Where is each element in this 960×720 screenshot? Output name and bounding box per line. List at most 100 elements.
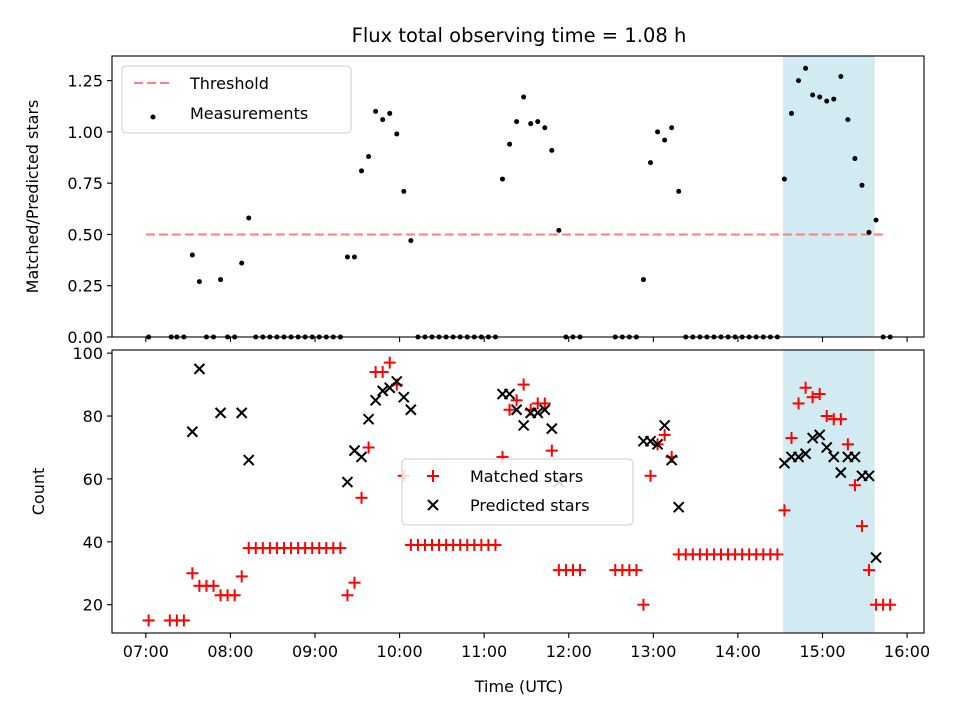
measurement-point xyxy=(528,121,534,127)
measurement-point xyxy=(380,117,386,123)
matched-star-point xyxy=(510,394,523,407)
matched-star-point xyxy=(362,441,375,454)
predicted-star-point xyxy=(813,429,826,441)
predicted-star-point xyxy=(644,435,657,447)
bottom-axes-frame xyxy=(111,349,925,634)
predicted-star-point xyxy=(355,451,368,463)
matched-star-point xyxy=(235,570,248,583)
matched-star-point xyxy=(186,567,199,580)
predicted-star-points xyxy=(186,363,882,564)
measurement-point xyxy=(676,188,682,194)
predicted-star-point xyxy=(186,426,199,438)
measurement-legend-swatch xyxy=(150,114,156,120)
matched-star-point xyxy=(644,469,657,482)
measurement-point xyxy=(196,279,202,285)
predicted-star-point xyxy=(243,454,255,466)
matched-star-point xyxy=(348,576,361,589)
measurement-point xyxy=(810,92,816,98)
measurement-point xyxy=(218,277,224,283)
measurement-point xyxy=(549,147,555,153)
measurement-point xyxy=(873,217,879,223)
predicted-star-point xyxy=(510,404,523,416)
top-y-axis-label: Matched/Predicted stars xyxy=(23,100,42,294)
matched-star-point xyxy=(376,366,389,379)
measurement-point xyxy=(866,229,872,235)
matched-star-point xyxy=(177,614,190,627)
matched-star-point xyxy=(630,564,643,577)
measurement-point xyxy=(796,78,802,84)
x-tick-label: 13:00 xyxy=(630,642,676,661)
matched-star-point xyxy=(355,491,368,504)
predicted-star-point xyxy=(806,432,819,444)
measurement-point xyxy=(507,141,513,147)
predicted-star-point xyxy=(665,454,678,466)
x-axis-label: Time (UTC) xyxy=(474,677,563,696)
y-tick-label: 0.50 xyxy=(67,225,103,244)
top-x-ticks xyxy=(145,337,908,342)
matched-star-point xyxy=(806,391,819,404)
bottom-x-ticks: 07:00 08:00 09:00 10:00 11:00 12:00 13:00 14:00… xyxy=(123,633,930,661)
measurement-point xyxy=(669,125,675,131)
y-tick-label: 100 xyxy=(72,344,103,363)
highlight-span-top xyxy=(783,56,875,337)
x-tick-label: 09:00 xyxy=(292,642,338,661)
matched-star-point xyxy=(538,397,551,410)
measurement-point xyxy=(852,156,858,162)
bottom-y-ticks: 20 40 60 80 100 xyxy=(72,344,112,615)
x-tick-label: 14:00 xyxy=(715,642,761,661)
ratio-panel: 0.00 0.25 0.50 0.75 1.00 1.25 Matched/Predict… xyxy=(23,55,925,347)
matched-star-point xyxy=(884,598,897,611)
measurement-point xyxy=(535,119,541,125)
matched-star-point xyxy=(813,388,826,401)
measurement-point xyxy=(401,188,407,194)
bottom-legend-box xyxy=(401,458,634,526)
y-tick-label: 0.75 xyxy=(67,174,103,193)
measurement-point xyxy=(640,277,646,283)
predicted-star-point xyxy=(398,391,410,403)
matched-star-point xyxy=(785,432,798,445)
threshold-legend-label: Threshold xyxy=(189,74,269,93)
y-tick-label: 80 xyxy=(83,407,103,426)
predicted-star-point xyxy=(539,404,551,416)
y-tick-label: 1.00 xyxy=(67,123,103,142)
measurement-point xyxy=(359,168,365,174)
predicted-star-point xyxy=(235,407,248,419)
top-legend: Threshold Measurements xyxy=(121,65,352,134)
y-tick-label: 20 xyxy=(83,596,103,615)
matched-star-point xyxy=(841,438,854,451)
measurement-point xyxy=(824,98,830,104)
bottom-y-axis-label: Count xyxy=(29,468,48,516)
predicted-star-point xyxy=(369,394,382,407)
predicted-star-point xyxy=(546,422,558,435)
matched-star-point xyxy=(863,564,876,577)
predicted-star-point xyxy=(870,551,882,564)
matched-star-point xyxy=(848,479,861,492)
matched-star-point xyxy=(799,381,812,394)
predicted-star-point xyxy=(362,413,375,425)
measurement-point xyxy=(366,154,372,160)
matched-star-point xyxy=(228,589,241,602)
top-legend-box xyxy=(121,65,352,134)
measurement-point xyxy=(648,160,654,166)
predicted-star-point xyxy=(835,466,847,479)
predicted-star-point xyxy=(821,441,833,454)
bottom-legend: Matched stars Predicted stars xyxy=(401,458,634,526)
measurement-point xyxy=(845,117,851,123)
matched-star-point xyxy=(792,397,805,410)
matched-star-point xyxy=(771,548,784,561)
matched-star-point xyxy=(334,542,347,555)
measurement-point xyxy=(351,254,357,260)
matched-star-point xyxy=(574,564,587,577)
measurement-point xyxy=(817,94,823,100)
predicted-legend-label: Predicted stars xyxy=(470,496,590,515)
measurement-point xyxy=(655,129,661,135)
highlight-span-bottom xyxy=(783,350,875,633)
y-tick-label: 40 xyxy=(83,533,103,552)
measurement-point xyxy=(859,182,865,188)
predicted-star-point xyxy=(391,375,403,388)
y-tick-label: 60 xyxy=(83,470,103,489)
y-tick-label: 1.25 xyxy=(67,72,103,91)
predicted-star-point xyxy=(405,404,417,416)
measurement-point xyxy=(499,176,505,182)
matched-star-point xyxy=(834,413,847,426)
